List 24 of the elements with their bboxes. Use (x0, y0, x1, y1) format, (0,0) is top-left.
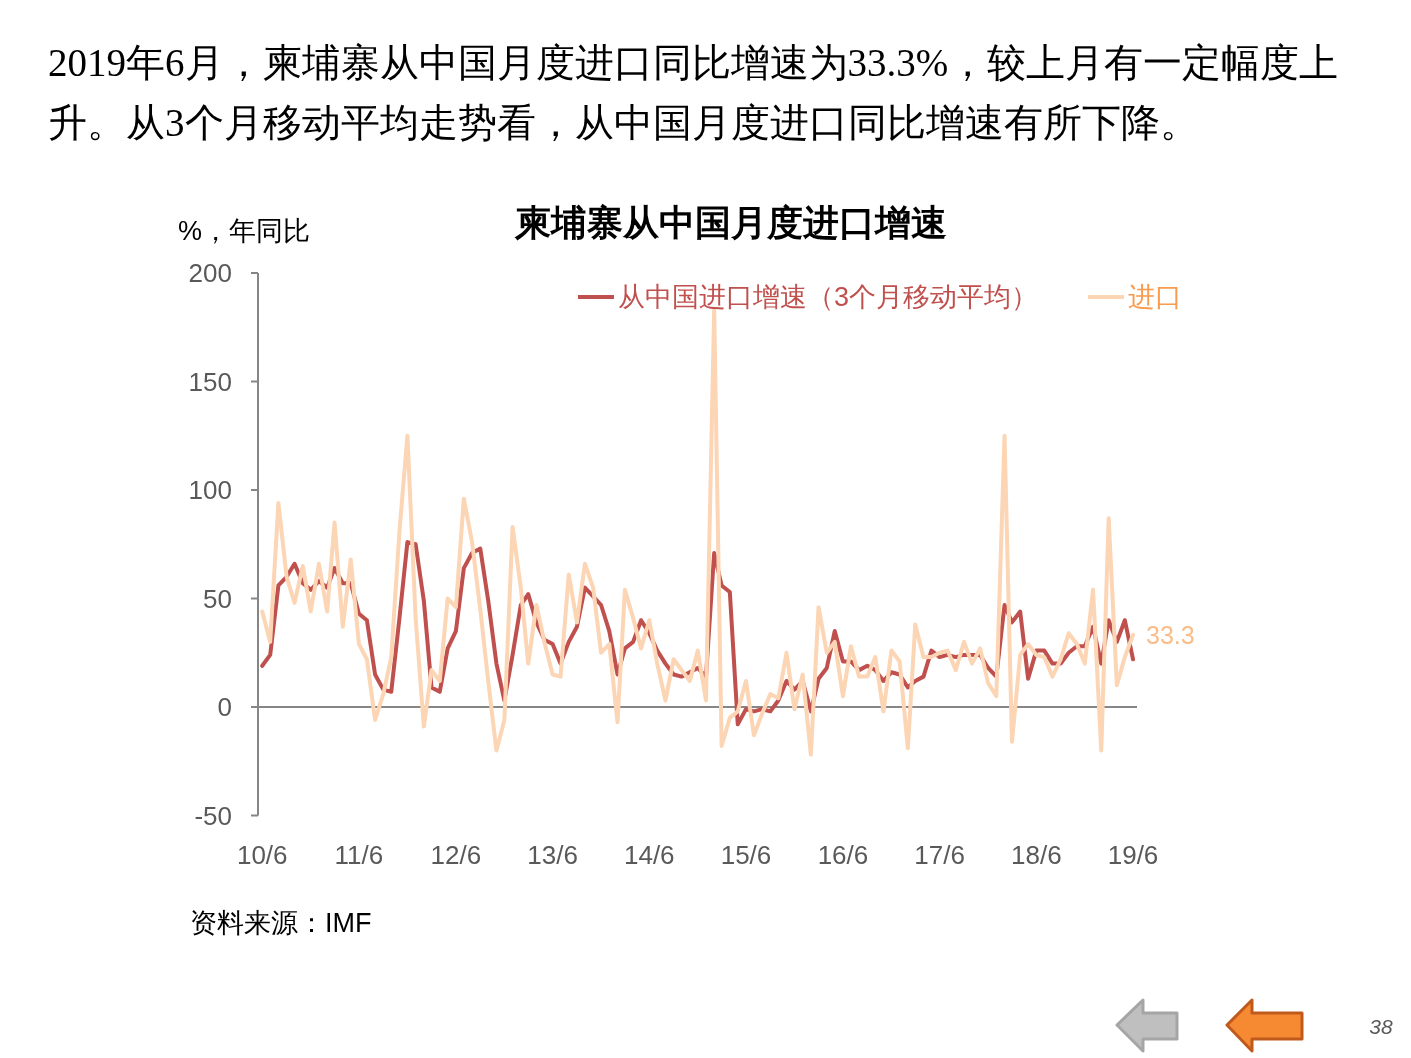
x-tick-label: 19/6 (1107, 840, 1159, 870)
x-tick-label: 14/6 (623, 840, 675, 870)
legend-label: 从中国进口增速（3个月移动平均） (617, 282, 1039, 312)
y-tick-label: 150 (188, 366, 232, 397)
x-tick-label: 10/6 (236, 840, 288, 870)
x-tick-label: 12/6 (430, 840, 482, 870)
y-tick-label: 0 (217, 692, 232, 722)
x-tick-label: 13/6 (527, 840, 578, 870)
text: 资料来源：IMF (190, 908, 372, 938)
x-tick-label: 18/6 (1011, 840, 1062, 870)
y-tick-label: -50 (194, 800, 232, 831)
y-tick-label: 50 (203, 583, 232, 614)
text: 38 (1369, 1014, 1393, 1038)
y-tick-label: 200 (188, 258, 232, 288)
x-tick-label: 16/6 (817, 840, 869, 870)
x-tick-label: 11/6 (334, 840, 384, 870)
x-tick-label: 15/6 (720, 840, 772, 870)
x-tick-label: 17/6 (914, 840, 965, 870)
y-axis-title: %，年同比 (178, 216, 311, 246)
y-tick-label: 100 (188, 475, 232, 505)
chart-title: 柬埔寨从中国月度进口增速 (514, 201, 947, 243)
legend-label: 进口 (1128, 282, 1182, 312)
data-label: 33.3 (1146, 620, 1195, 649)
text: 2019年6月，柬埔寨从中国月度进口同比增速为33.3%，较上月有一定幅度上升。从3个月移动平均走势看，从中国月度进口同比增速有所下降。 (48, 40, 1339, 144)
